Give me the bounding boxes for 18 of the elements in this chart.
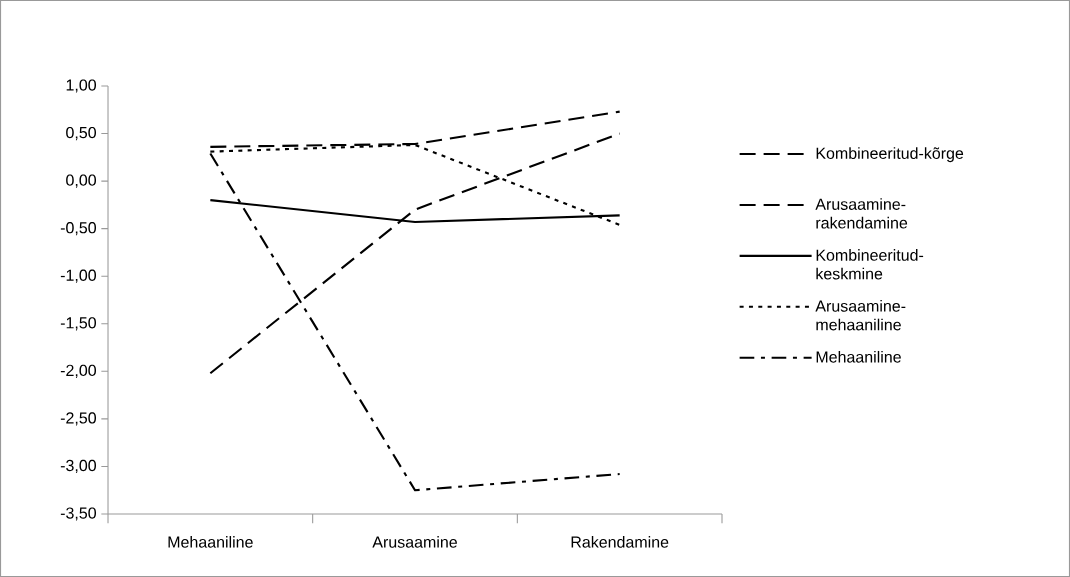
y-tick-label: -2,00 <box>60 364 97 378</box>
y-tick-label: -3,50 <box>60 507 97 521</box>
legend-label: Kombineeritud-keskmine <box>816 249 924 280</box>
legend-label: Kombineeritud-kõrge <box>816 147 964 163</box>
y-tick-label: -2,50 <box>60 412 97 426</box>
x-tick-label: Arusaamine <box>372 536 457 548</box>
y-tick-label: 1,00 <box>66 79 97 93</box>
legend-label: Mehaaniline <box>816 350 901 363</box>
y-tick-label: -1,00 <box>60 269 97 283</box>
y-tick-label: -3,00 <box>60 459 97 474</box>
y-tick-label: 0,00 <box>66 174 97 188</box>
y-tick-label: -1,50 <box>60 317 97 331</box>
y-tick-label: 0,50 <box>66 126 97 141</box>
x-tick-label: Mehaaniline <box>168 536 253 548</box>
legend-label: Arusaamine-rakendamine <box>815 198 908 229</box>
x-tick-label: Rakendamine <box>571 536 669 548</box>
legend-label: Arusaamine-mehaaniline <box>815 300 906 331</box>
y-tick-label: -0,50 <box>60 222 97 236</box>
